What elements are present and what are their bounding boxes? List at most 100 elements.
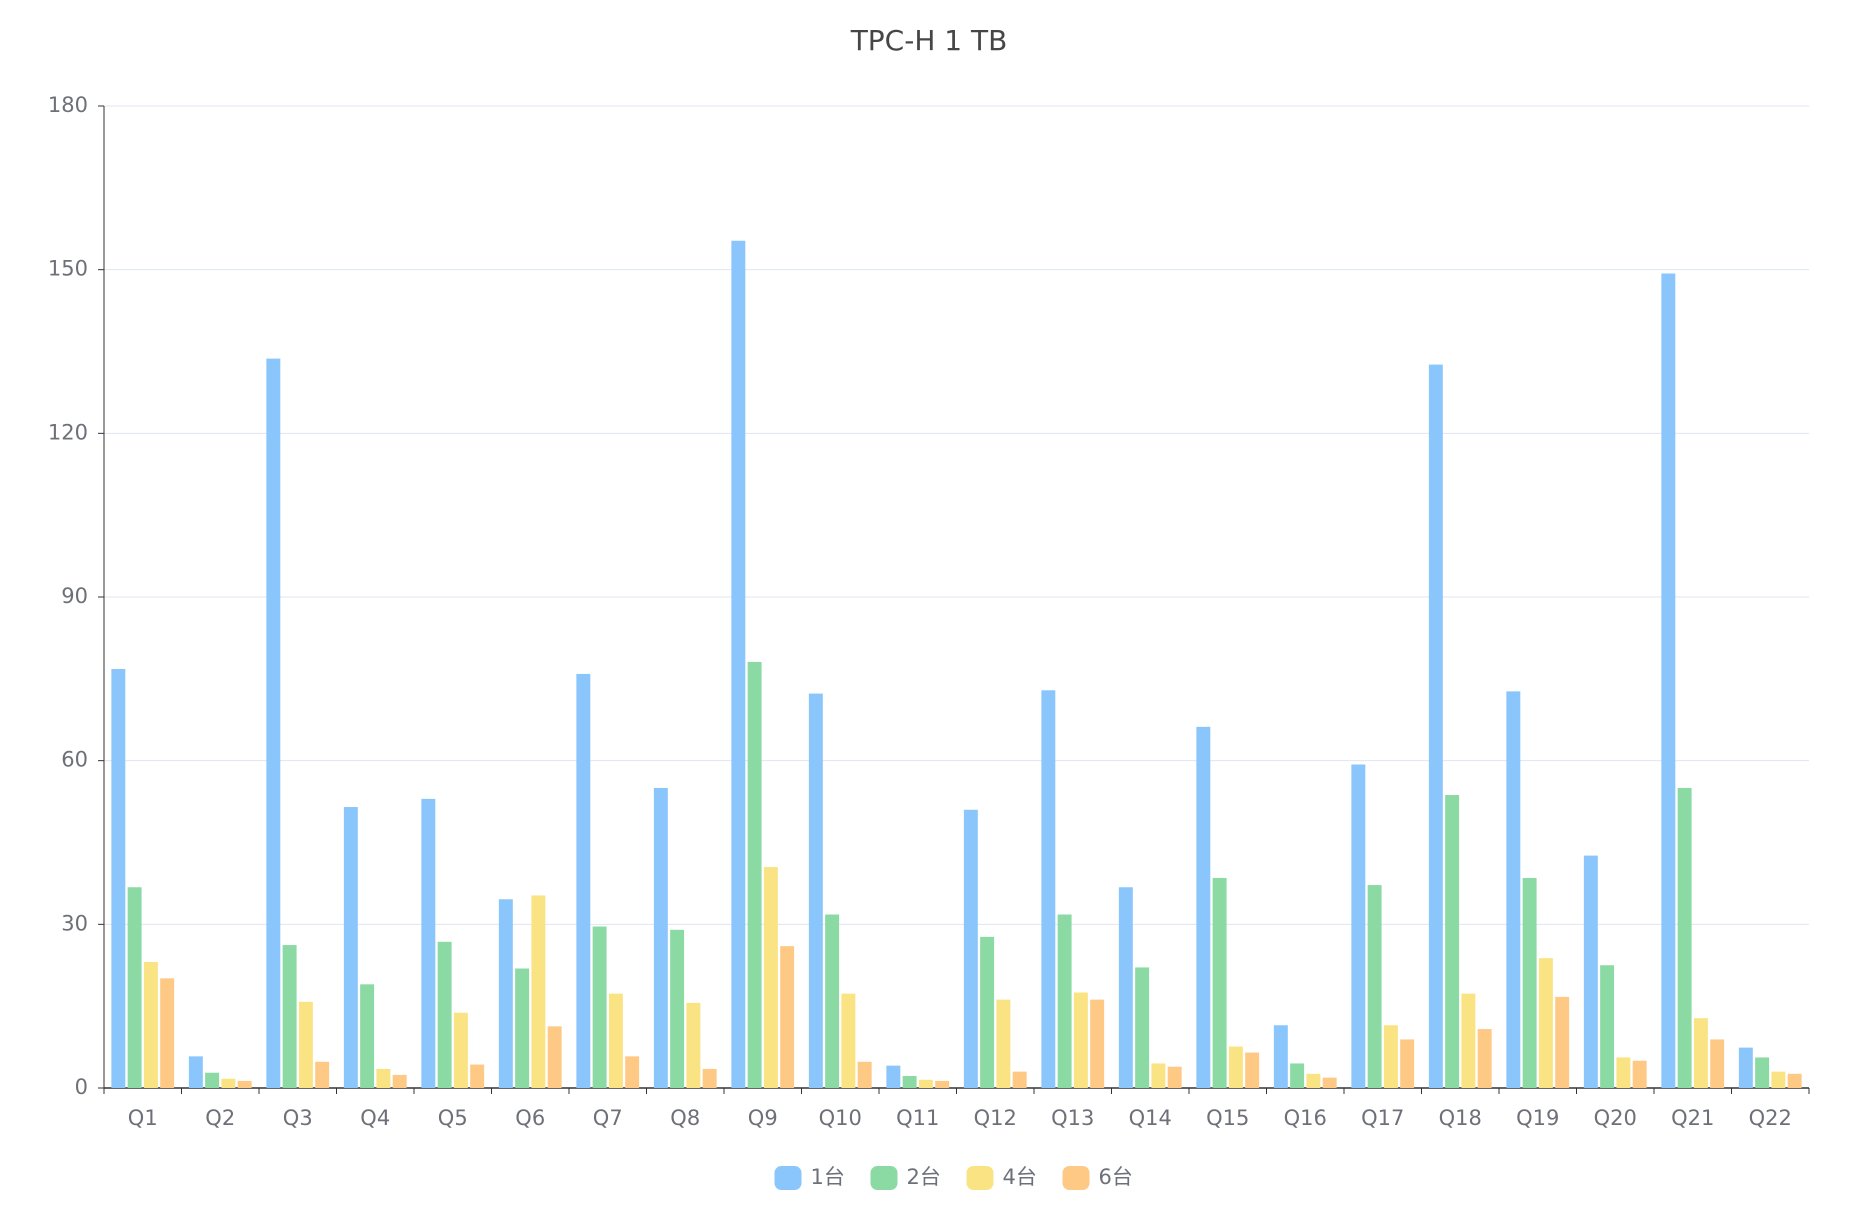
bar xyxy=(1196,726,1211,1088)
y-tick-label: 180 xyxy=(48,93,88,117)
bar xyxy=(453,1012,468,1088)
bar xyxy=(886,1065,901,1088)
bar xyxy=(266,358,281,1088)
x-tick-label: Q11 xyxy=(896,1106,939,1130)
legend-swatch xyxy=(966,1166,994,1190)
bar xyxy=(160,978,175,1088)
y-tick-label: 150 xyxy=(48,257,88,281)
bar xyxy=(1506,691,1521,1088)
bar xyxy=(1041,690,1056,1088)
bar xyxy=(1477,1029,1492,1088)
y-tick-label: 90 xyxy=(61,584,88,608)
bar xyxy=(1771,1071,1786,1088)
y-tick-label: 0 xyxy=(75,1075,88,1099)
bar xyxy=(747,661,762,1088)
y-tick-label: 120 xyxy=(48,420,88,444)
bar xyxy=(1151,1063,1166,1088)
bar xyxy=(282,945,297,1088)
bar xyxy=(498,899,513,1088)
bar xyxy=(376,1068,391,1088)
bar xyxy=(1538,958,1553,1088)
bar xyxy=(1616,1057,1631,1088)
bar xyxy=(1245,1052,1260,1088)
bar xyxy=(1118,887,1133,1088)
bar xyxy=(1583,855,1598,1088)
bar xyxy=(996,999,1011,1088)
x-tick-label: Q4 xyxy=(360,1106,390,1130)
bar xyxy=(315,1061,330,1088)
bar xyxy=(1522,877,1537,1088)
bar xyxy=(1273,1025,1288,1088)
bar xyxy=(547,1026,562,1088)
x-tick-label: Q3 xyxy=(283,1106,313,1130)
bar xyxy=(608,993,623,1088)
bar xyxy=(188,1056,203,1088)
bar xyxy=(841,993,856,1088)
bar xyxy=(1090,999,1105,1088)
legend-swatch xyxy=(1062,1166,1090,1190)
bar xyxy=(421,798,436,1088)
bar xyxy=(1012,1071,1027,1088)
x-tick-label: Q20 xyxy=(1594,1106,1637,1130)
legend-swatch xyxy=(870,1166,898,1190)
x-tick-label: Q19 xyxy=(1516,1106,1559,1130)
y-tick-label: 60 xyxy=(61,748,88,772)
bar xyxy=(1322,1077,1337,1088)
bar xyxy=(670,929,685,1088)
x-tick-label: Q17 xyxy=(1361,1106,1404,1130)
bar xyxy=(1400,1039,1415,1088)
bar xyxy=(205,1072,220,1088)
bar xyxy=(515,968,530,1088)
bar xyxy=(592,926,607,1088)
bar xyxy=(531,895,546,1088)
x-tick-label: Q18 xyxy=(1439,1106,1482,1130)
bar xyxy=(392,1074,407,1088)
legend-label: 4台 xyxy=(1003,1165,1037,1189)
bar xyxy=(808,693,823,1088)
bar xyxy=(1461,993,1476,1088)
x-tick-label: Q15 xyxy=(1206,1106,1249,1130)
bar xyxy=(470,1064,485,1088)
x-tick-label: Q12 xyxy=(974,1106,1017,1130)
bar xyxy=(1212,877,1227,1088)
x-tick-label: Q22 xyxy=(1749,1106,1792,1130)
legend-label: 6台 xyxy=(1099,1165,1133,1189)
bar xyxy=(576,673,591,1088)
bar xyxy=(1445,795,1460,1088)
bar xyxy=(360,984,375,1088)
bar xyxy=(221,1078,236,1088)
bar xyxy=(143,961,158,1088)
bar xyxy=(1057,914,1072,1088)
bar xyxy=(1738,1047,1753,1088)
bar xyxy=(1661,273,1676,1088)
bar xyxy=(127,887,142,1088)
x-tick-label: Q5 xyxy=(438,1106,468,1130)
x-tick-label: Q2 xyxy=(205,1106,235,1130)
bar xyxy=(1787,1073,1802,1088)
legend-label: 2台 xyxy=(907,1165,941,1189)
x-tick-label: Q7 xyxy=(593,1106,623,1130)
bar xyxy=(1306,1073,1321,1088)
bar xyxy=(825,914,840,1088)
bar xyxy=(437,941,452,1088)
chart-title: TPC-H 1 TB xyxy=(850,24,1008,57)
bar xyxy=(1367,885,1382,1088)
bar xyxy=(780,946,795,1088)
bar xyxy=(857,1061,872,1088)
x-tick-label: Q1 xyxy=(128,1106,158,1130)
bar xyxy=(111,669,126,1088)
x-tick-label: Q8 xyxy=(670,1106,700,1130)
legend-label: 1台 xyxy=(811,1165,845,1189)
bar xyxy=(237,1080,252,1088)
bar xyxy=(1632,1060,1647,1088)
bar xyxy=(1228,1046,1243,1088)
bar xyxy=(1555,996,1570,1088)
bar xyxy=(918,1079,933,1088)
bar xyxy=(1755,1057,1770,1088)
x-tick-label: Q6 xyxy=(515,1106,545,1130)
x-tick-label: Q13 xyxy=(1051,1106,1094,1130)
bar xyxy=(1383,1025,1398,1088)
bar xyxy=(902,1075,917,1088)
x-tick-label: Q16 xyxy=(1284,1106,1327,1130)
bar xyxy=(963,809,978,1088)
